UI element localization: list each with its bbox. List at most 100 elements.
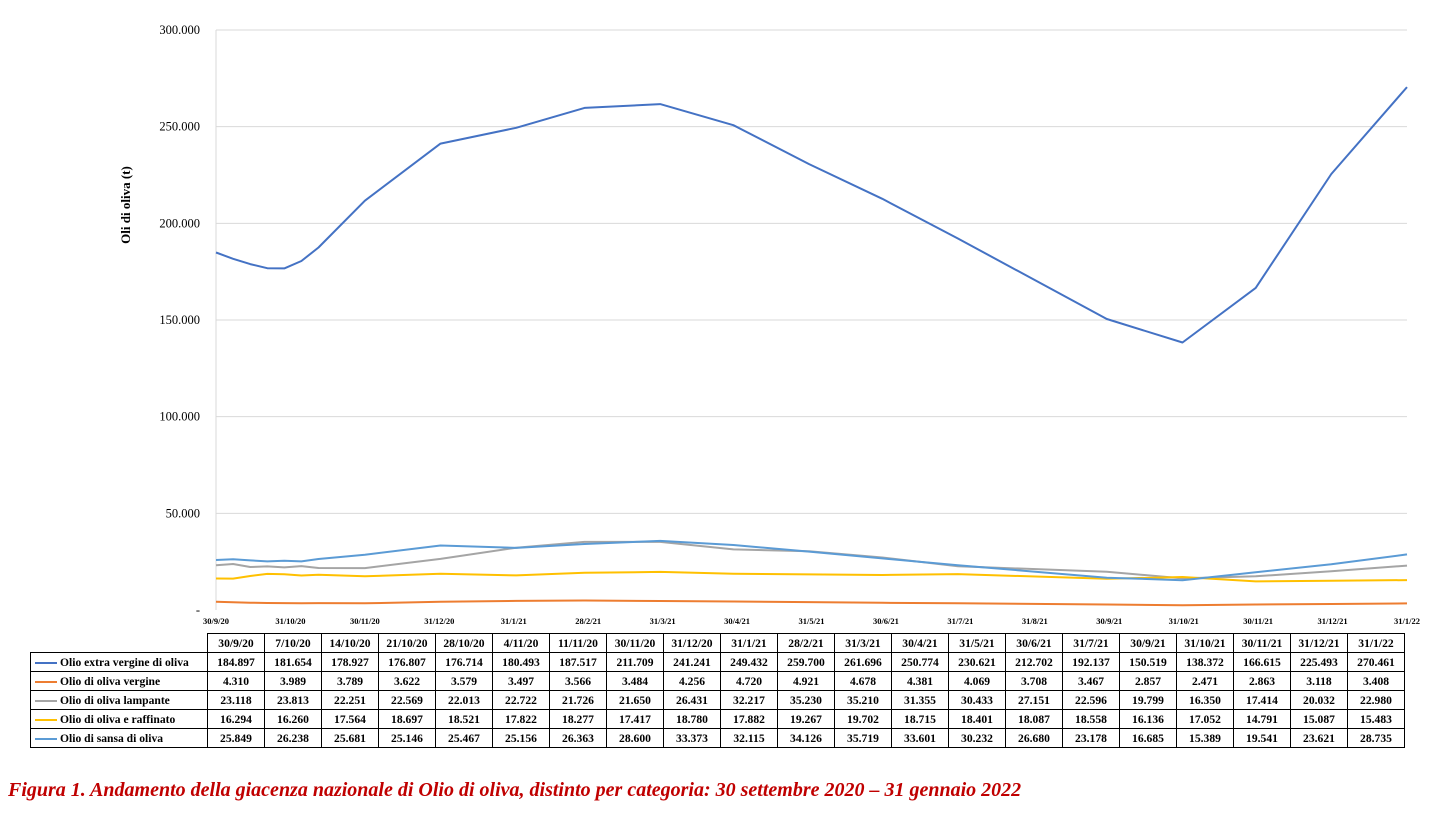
y-tick-labels: - 50.000 100.000 150.000 200.000 250.000 300.0… [159,23,200,617]
table-cell: 230.621 [948,652,1006,672]
table-cell: 3.708 [1005,671,1063,691]
table-cell: 211.709 [606,652,664,672]
table-cell: 17.822 [492,709,550,729]
table-cell: 22.251 [321,690,379,710]
x-tick-label: 31/12/20 [424,616,454,626]
table-cell: 3.467 [1062,671,1120,691]
series-name: Olio di oliva lampante [60,693,170,707]
table-cell: 26.363 [549,728,607,748]
legend-key-icon [35,699,57,702]
table-cell: 184.897 [207,652,265,672]
table-cell: 19.267 [777,709,835,729]
table-cell: 18.521 [435,709,493,729]
table-cell: 30.232 [948,728,1006,748]
table-cell: 22.980 [1347,690,1405,710]
table-cell: 35.210 [834,690,892,710]
table-cell: 166.615 [1233,652,1291,672]
table-cell: 3.497 [492,671,550,691]
table-column-header: 30/9/20 [207,633,265,653]
table-cell: 3.566 [549,671,607,691]
table-cell: 25.849 [207,728,265,748]
table-cell: 4.310 [207,671,265,691]
table-column-header: 30/4/21 [891,633,949,653]
table-column-header: 31/7/21 [1062,633,1120,653]
table-column-header: 30/6/21 [1005,633,1063,653]
table-cell: 178.927 [321,652,379,672]
table-cell: 261.696 [834,652,892,672]
series-line-3 [215,540,1408,580]
table-cell: 212.702 [1005,652,1063,672]
table-row: Olio extra vergine di oliva 184.897 181.65… [30,652,1405,672]
y-tick-label: 250.000 [159,120,200,134]
y-tick-label: - [196,603,200,617]
data-table: 30/9/20 7/10/20 14/10/20 21/10/20 28/10/20 4/… [30,633,1405,748]
x-tick-label: 31/1/22 [1394,616,1420,626]
table-column-header: 30/9/21 [1119,633,1177,653]
table-cell: 150.519 [1119,652,1177,672]
series-name: Olio di sansa di oliva [60,731,164,745]
legend-key-icon [35,718,57,721]
y-tick-label: 100.000 [159,410,200,424]
table-cell: 22.596 [1062,690,1120,710]
table-cell: 21.650 [606,690,664,710]
table-cell: 23.118 [207,690,265,710]
x-tick-label: 30/11/20 [350,616,380,626]
x-tick-label: 31/5/21 [799,616,825,626]
series-name: Olio di oliva vergine [60,674,161,688]
x-tick-label: 31/12/21 [1317,616,1347,626]
table-cell: 27.151 [1005,690,1063,710]
table-cell: 4.256 [663,671,721,691]
table-column-header: 7/10/20 [264,633,322,653]
table-cell: 176.807 [378,652,436,672]
x-tick-label: 30/9/21 [1096,616,1122,626]
table-cell: 225.493 [1290,652,1348,672]
table-cell: 18.401 [948,709,1006,729]
table-cell: 17.414 [1233,690,1291,710]
table-cell: 4.720 [720,671,778,691]
table-row: Olio di oliva vergine 4.310 3.989 3.789 3.62… [30,671,1405,691]
table-cell: 3.789 [321,671,379,691]
table-cell: 17.052 [1176,709,1234,729]
table-cell: 3.484 [606,671,664,691]
table-cell: 34.126 [777,728,835,748]
x-tick-labels: 30/9/20 31/10/20 30/11/20 31/12/20 31/1/21 28… [203,616,1420,626]
y-tick-label: 150.000 [159,313,200,327]
figure-caption: Figura 1. Andamento della giacenza nazio… [8,779,1022,801]
table-column-header: 21/10/20 [378,633,436,653]
table-cell: 192.137 [1062,652,1120,672]
table-cell: 33.373 [663,728,721,748]
table-cell: 32.115 [720,728,778,748]
y-tick-label: 200.000 [159,216,200,230]
table-column-header: 31/1/21 [720,633,778,653]
table-cell: 3.118 [1290,671,1348,691]
table-cell: 28.600 [606,728,664,748]
x-tick-label: 30/6/21 [873,616,899,626]
table-cell: 187.517 [549,652,607,672]
table-cell: 16.136 [1119,709,1177,729]
table-column-header: 31/12/21 [1290,633,1348,653]
x-tick-label: 31/7/21 [947,616,973,626]
table-cell: 2.863 [1233,671,1291,691]
table-cell: 18.715 [891,709,949,729]
table-cell: 18.087 [1005,709,1063,729]
table-row: Olio di oliva lampante 23.118 23.813 22.251… [30,690,1405,710]
table-cell: 31.355 [891,690,949,710]
y-axis-label: Oli di oliva (t) [118,166,133,244]
series-line-2 [215,599,1408,607]
table-column-header: 30/11/21 [1233,633,1291,653]
table-cell: 18.780 [663,709,721,729]
x-tick-label: 31/10/20 [275,616,305,626]
table-cell: 18.277 [549,709,607,729]
y-tick-label: 300.000 [159,23,200,37]
table-body: Olio extra vergine di oliva 184.897 181.65… [30,652,1405,748]
table-cell: 16.685 [1119,728,1177,748]
x-tick-label: 31/8/21 [1022,616,1048,626]
line-chart: - 50.000 100.000 150.000 200.000 250.000 300.0… [118,23,1420,626]
series-name: Olio extra vergine di oliva [60,655,189,669]
table-cell: 270.461 [1347,652,1405,672]
table-cell: 17.564 [321,709,379,729]
table-cell: 15.087 [1290,709,1348,729]
table-cell: 176.714 [435,652,493,672]
series-line-5 [215,539,1408,582]
table-cell: 26.680 [1005,728,1063,748]
